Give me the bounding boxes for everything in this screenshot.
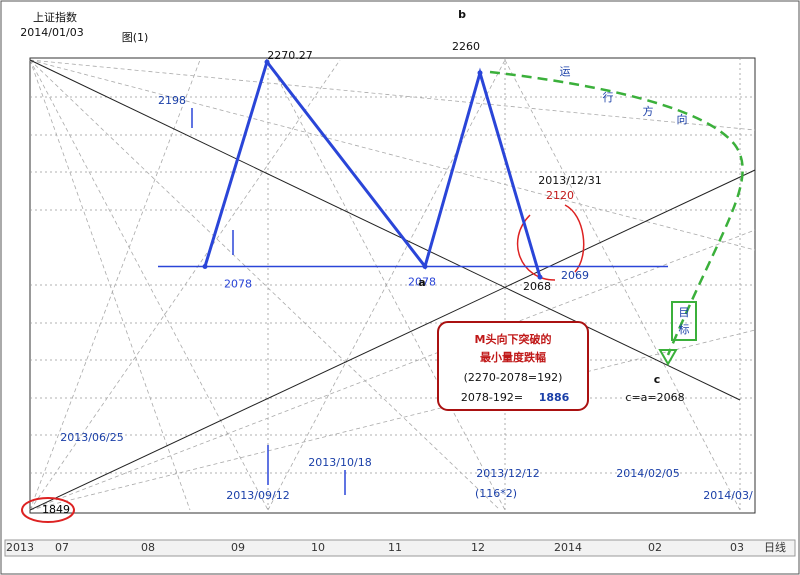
annotation: 标 <box>679 322 690 336</box>
annotation: 目 <box>679 306 690 319</box>
annotation: 2014/01/03 <box>20 26 83 39</box>
annotation: 2198 <box>158 94 186 107</box>
grid <box>30 58 755 513</box>
time-label: 07 <box>55 541 69 554</box>
time-label: 02 <box>648 541 662 554</box>
time-label: 10 <box>311 541 325 554</box>
annotation: 2013/12/12 <box>476 467 539 480</box>
plot-area <box>29 57 756 514</box>
annotation: 最小量度跌幅 <box>480 350 546 364</box>
value-label: 2078 <box>224 277 252 290</box>
time-label: 12 <box>471 541 485 554</box>
pattern-point <box>422 263 428 269</box>
annotation: 2120 <box>546 189 574 202</box>
annotation: 2013/10/18 <box>308 456 371 469</box>
pattern-point <box>537 274 543 280</box>
value-label: 2270.27 <box>267 49 313 62</box>
annotation: 向 <box>677 112 688 126</box>
time-label: 2014 <box>554 541 582 554</box>
target-path <box>489 70 744 356</box>
value-label: 2078 <box>408 275 436 288</box>
annotation: b <box>458 8 466 21</box>
annotation: 2013/06/25 <box>60 431 123 444</box>
annotation: 行 <box>603 91 614 104</box>
annotation: 2013/09/12 <box>226 489 289 502</box>
annotation: a <box>418 276 425 289</box>
annotation: 1886 <box>539 391 570 404</box>
annotation: (2270-2078=192) <box>464 371 563 384</box>
annotation: 2014/02/05 <box>616 467 679 480</box>
annotation: 2014/03/ <box>703 489 753 502</box>
annotation: 2078-192= <box>461 391 523 404</box>
annotation: 运 <box>560 65 571 78</box>
pattern-point <box>202 263 208 269</box>
time-label: 08 <box>141 541 155 554</box>
annotation: 上证指数 <box>33 10 77 24</box>
value-label: 2260 <box>452 40 480 53</box>
annotation: M头向下突破的 <box>475 332 552 346</box>
annotation: 方 <box>643 104 654 118</box>
circle-1849 <box>21 497 75 523</box>
note-box <box>437 321 589 411</box>
time-label: 03 <box>730 541 744 554</box>
target-box <box>671 301 697 341</box>
annotation: 2069 <box>561 269 589 282</box>
time-label: 2013 <box>6 541 34 554</box>
value-label: 2068 <box>523 280 551 293</box>
annotation: c=a=2068 <box>625 391 684 404</box>
annotation: 图(1) <box>122 31 149 44</box>
time-label: 09 <box>231 541 245 554</box>
annotation: (116*2) <box>475 487 517 500</box>
time-label: 日线 <box>764 540 786 554</box>
pattern-point <box>264 59 270 65</box>
target-arrow <box>658 349 678 367</box>
pattern-point <box>477 70 483 76</box>
gann-fan <box>29 59 756 511</box>
low-label: 1849 <box>42 503 70 516</box>
time-label: 11 <box>388 541 402 554</box>
time-axis-bar <box>4 539 796 557</box>
annotation: 2013/12/31 <box>538 174 601 187</box>
arrows <box>191 108 346 495</box>
annotation: c <box>654 373 661 386</box>
